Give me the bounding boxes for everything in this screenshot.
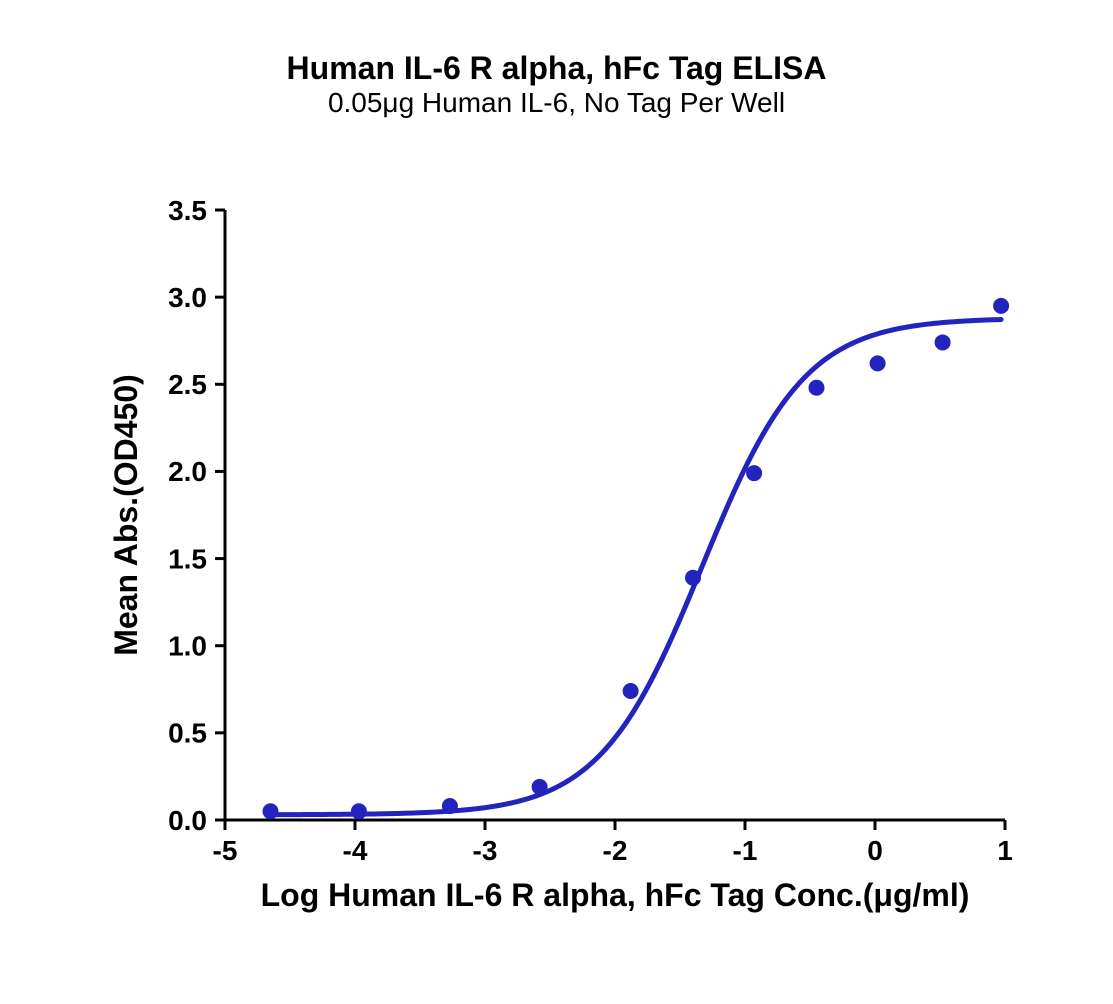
axes-group — [215, 210, 1005, 830]
y-tick-label: 2.5 — [168, 369, 207, 400]
data-point — [809, 380, 825, 396]
x-tick-label: -2 — [603, 835, 628, 866]
data-point — [532, 779, 548, 795]
x-tick-label: 0 — [867, 835, 883, 866]
markers-group — [263, 298, 1010, 819]
x-tick-label: -4 — [343, 835, 368, 866]
data-point — [442, 798, 458, 814]
y-tick-label: 0.5 — [168, 718, 207, 749]
x-axis-label: Log Human IL-6 R alpha, hFc Tag Conc.(μg… — [261, 877, 970, 913]
y-tick-label: 1.5 — [168, 543, 207, 574]
y-tick-label: 3.5 — [168, 195, 207, 226]
y-tick-label: 1.0 — [168, 631, 207, 662]
data-point — [623, 683, 639, 699]
data-point — [263, 803, 279, 819]
y-tick-label: 3.0 — [168, 282, 207, 313]
data-point — [685, 570, 701, 586]
chart-container: Human IL-6 R alpha, hFc Tag ELISA 0.05μg… — [0, 0, 1113, 1004]
y-axis-label: Mean Abs.(OD450) — [108, 374, 144, 656]
data-point — [351, 803, 367, 819]
plot-svg: -5 -4 -3 -2 -1 0 1 0.0 0.5 1.0 1.5 2.0 2.5 3.0 3.5 Log… — [0, 0, 1113, 1004]
curve-group — [271, 320, 1002, 815]
x-tick-label: -3 — [473, 835, 498, 866]
x-tick-label: 1 — [997, 835, 1013, 866]
data-point — [935, 334, 951, 350]
data-point — [993, 298, 1009, 314]
y-tick-label: 0.0 — [168, 805, 207, 836]
x-tick-label: -1 — [733, 835, 758, 866]
y-tick-label: 2.0 — [168, 456, 207, 487]
data-point — [870, 355, 886, 371]
data-point — [746, 465, 762, 481]
x-tick-label: -5 — [213, 835, 238, 866]
